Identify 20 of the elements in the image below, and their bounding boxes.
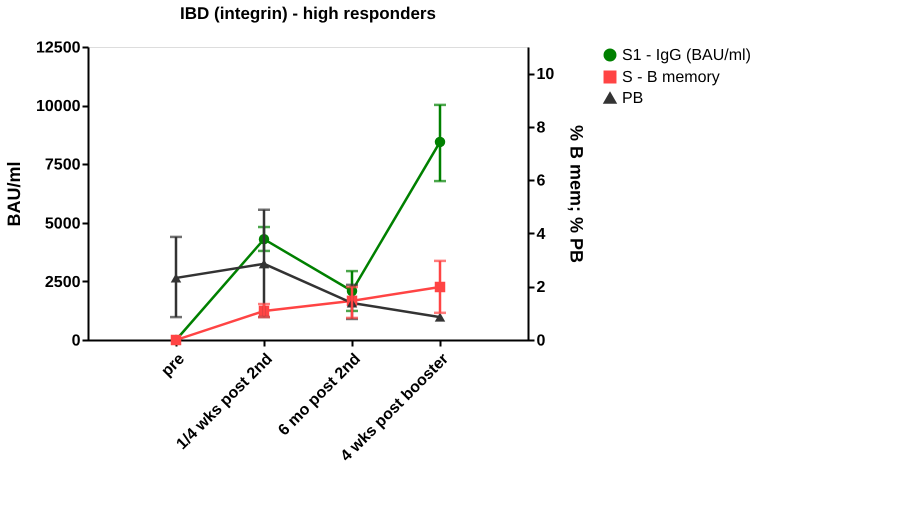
y2-axis-title: % B mem; % PB [566, 124, 586, 264]
y-tick-label: 0 [72, 332, 81, 350]
x-tick-label: pre [158, 350, 188, 380]
y-tick-label: 5000 [44, 215, 81, 232]
y2-tick-label: 8 [536, 119, 546, 136]
legend-label: S1 - IgG (BAU/ml) [622, 47, 751, 64]
y-axis-title: BAU/ml [4, 161, 24, 227]
legend-label: S - B memory [622, 69, 720, 86]
y2-tick-label: 4 [536, 226, 546, 243]
y2-tick-label: 6 [536, 172, 546, 190]
y2-tick-label: 0 [536, 332, 546, 350]
y-tick-label: 10000 [36, 98, 81, 116]
y-tick-label: 12500 [36, 40, 81, 56]
point [434, 312, 446, 322]
y-tick-label: 7500 [44, 156, 81, 174]
y-tick-label: 2500 [44, 274, 81, 291]
y2-tick-label: 2 [536, 279, 546, 296]
y2-tick-label: 10 [536, 66, 554, 84]
chart-title: IBD (integrin) - high responders [180, 4, 436, 23]
legend-label: PB [622, 90, 644, 107]
